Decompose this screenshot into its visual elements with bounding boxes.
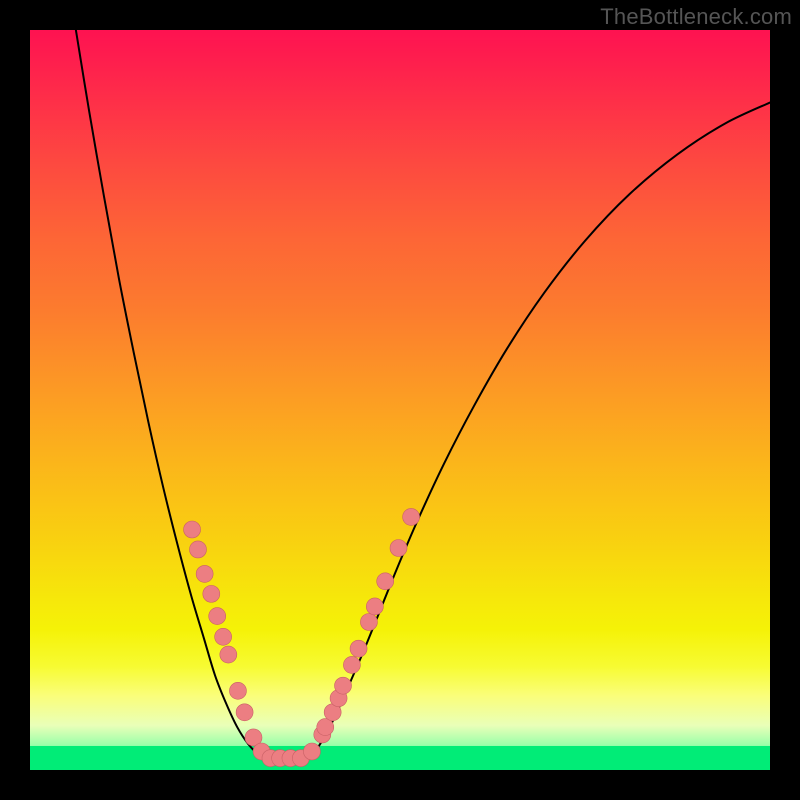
green-baseline-strip [30,746,770,770]
background-gradient [30,30,770,770]
watermark-text: TheBottleneck.com [600,4,792,30]
chart-container: TheBottleneck.com [0,0,800,800]
plot-area [30,30,770,770]
